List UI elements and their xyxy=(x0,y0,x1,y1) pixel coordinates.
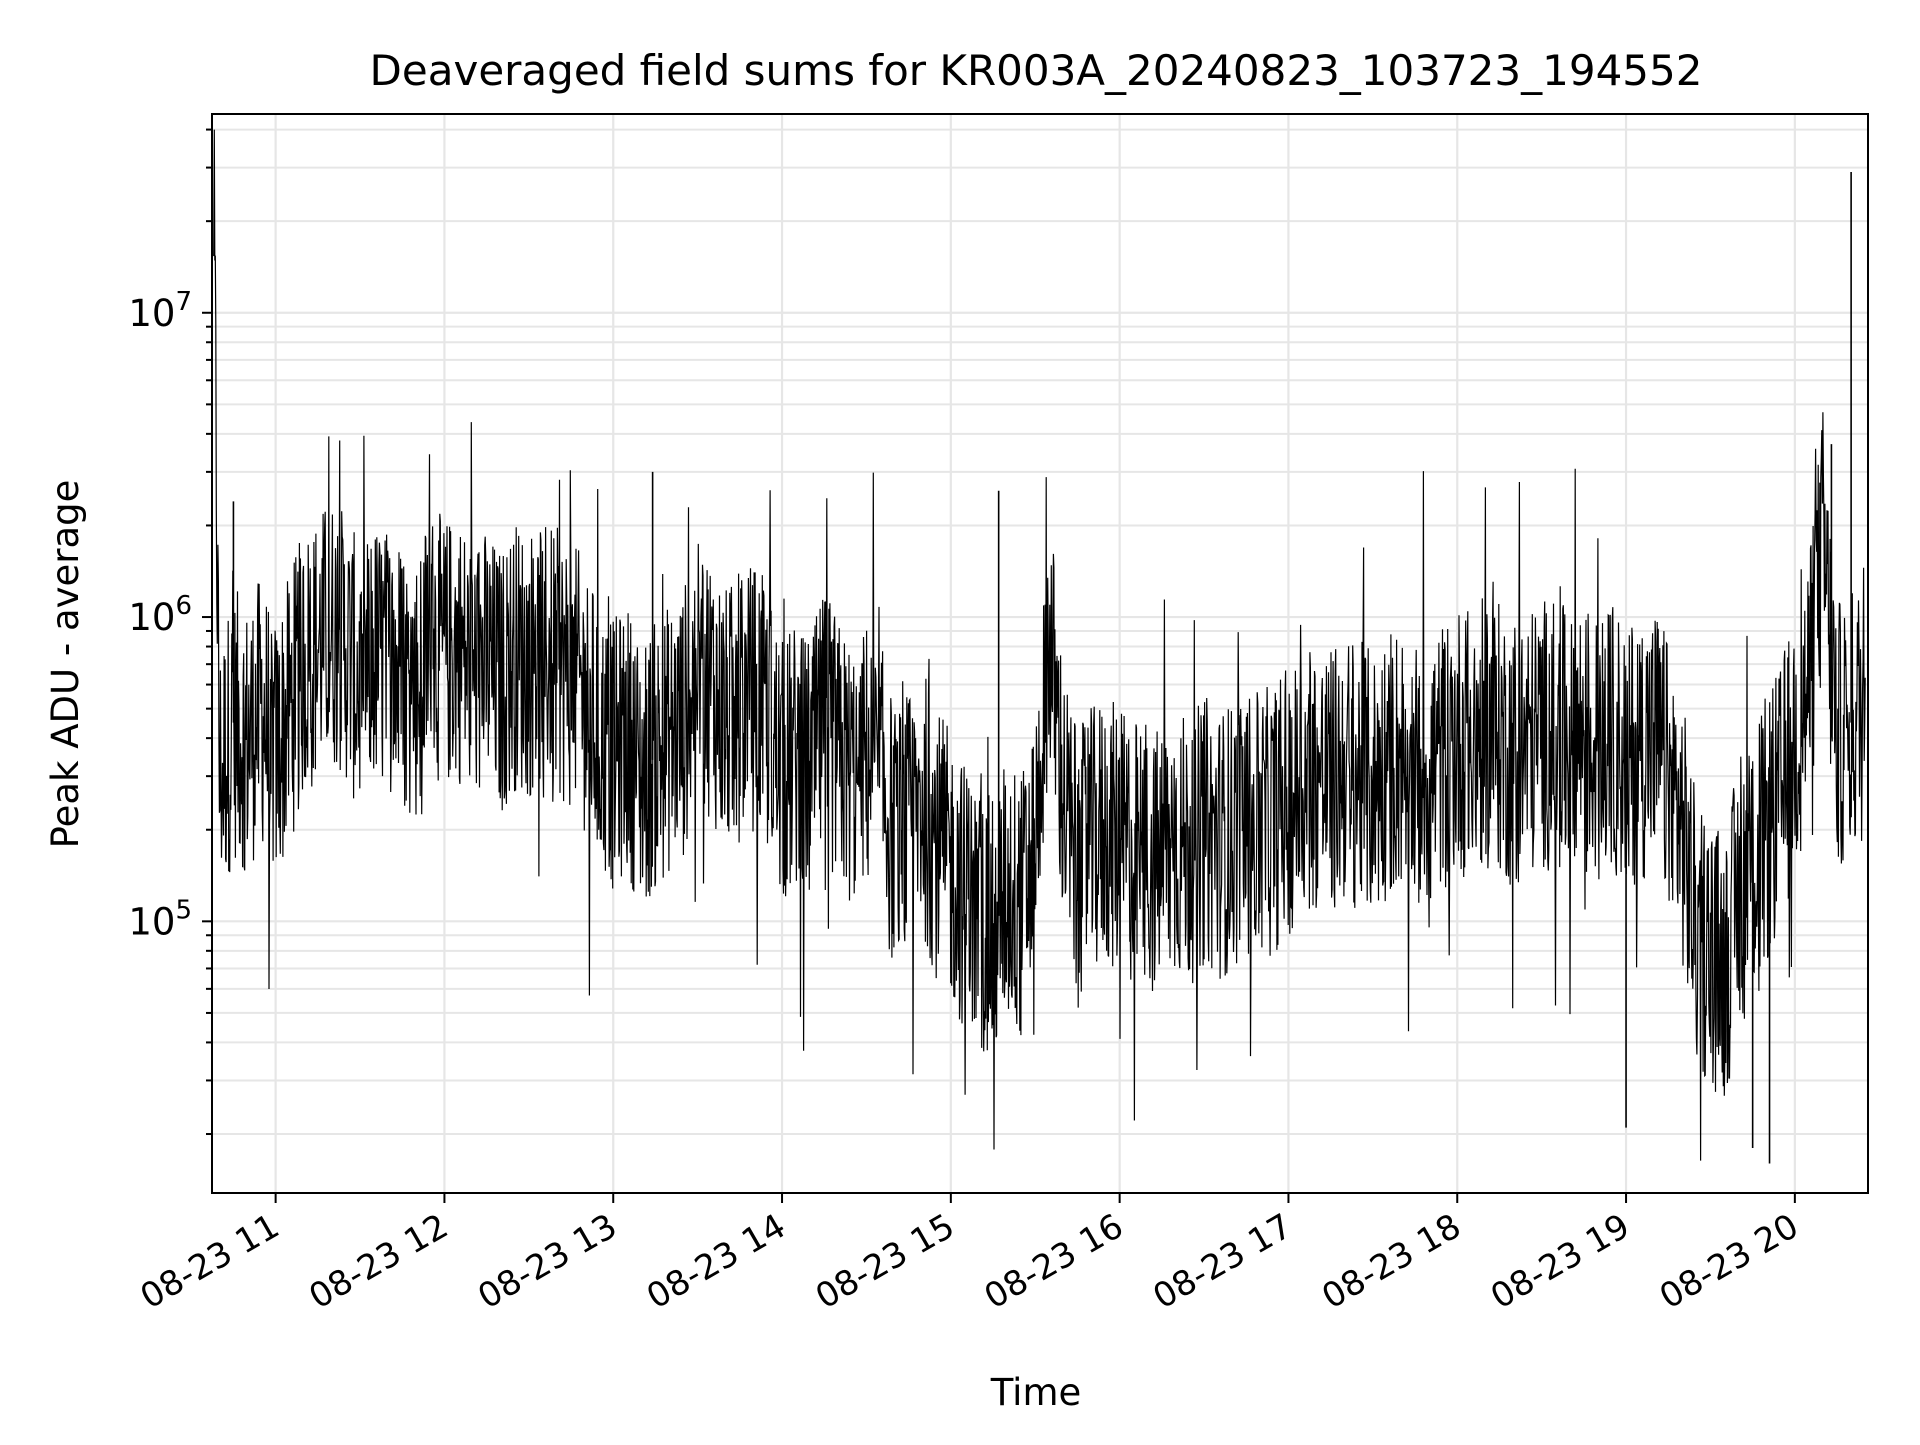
y-axis-label: Peak ADU - average xyxy=(44,480,87,849)
y-tick-label: 105 xyxy=(128,895,192,943)
series-line xyxy=(213,129,1866,1161)
plot-frame xyxy=(211,113,1869,1194)
x-axis-label: Time xyxy=(990,1371,1082,1414)
y-tick-label: 106 xyxy=(128,591,192,639)
chart-title: Deaveraged field sums for KR003A_2024082… xyxy=(370,46,1703,95)
y-tick-label: 107 xyxy=(128,287,192,335)
plot-area xyxy=(213,129,1866,1164)
